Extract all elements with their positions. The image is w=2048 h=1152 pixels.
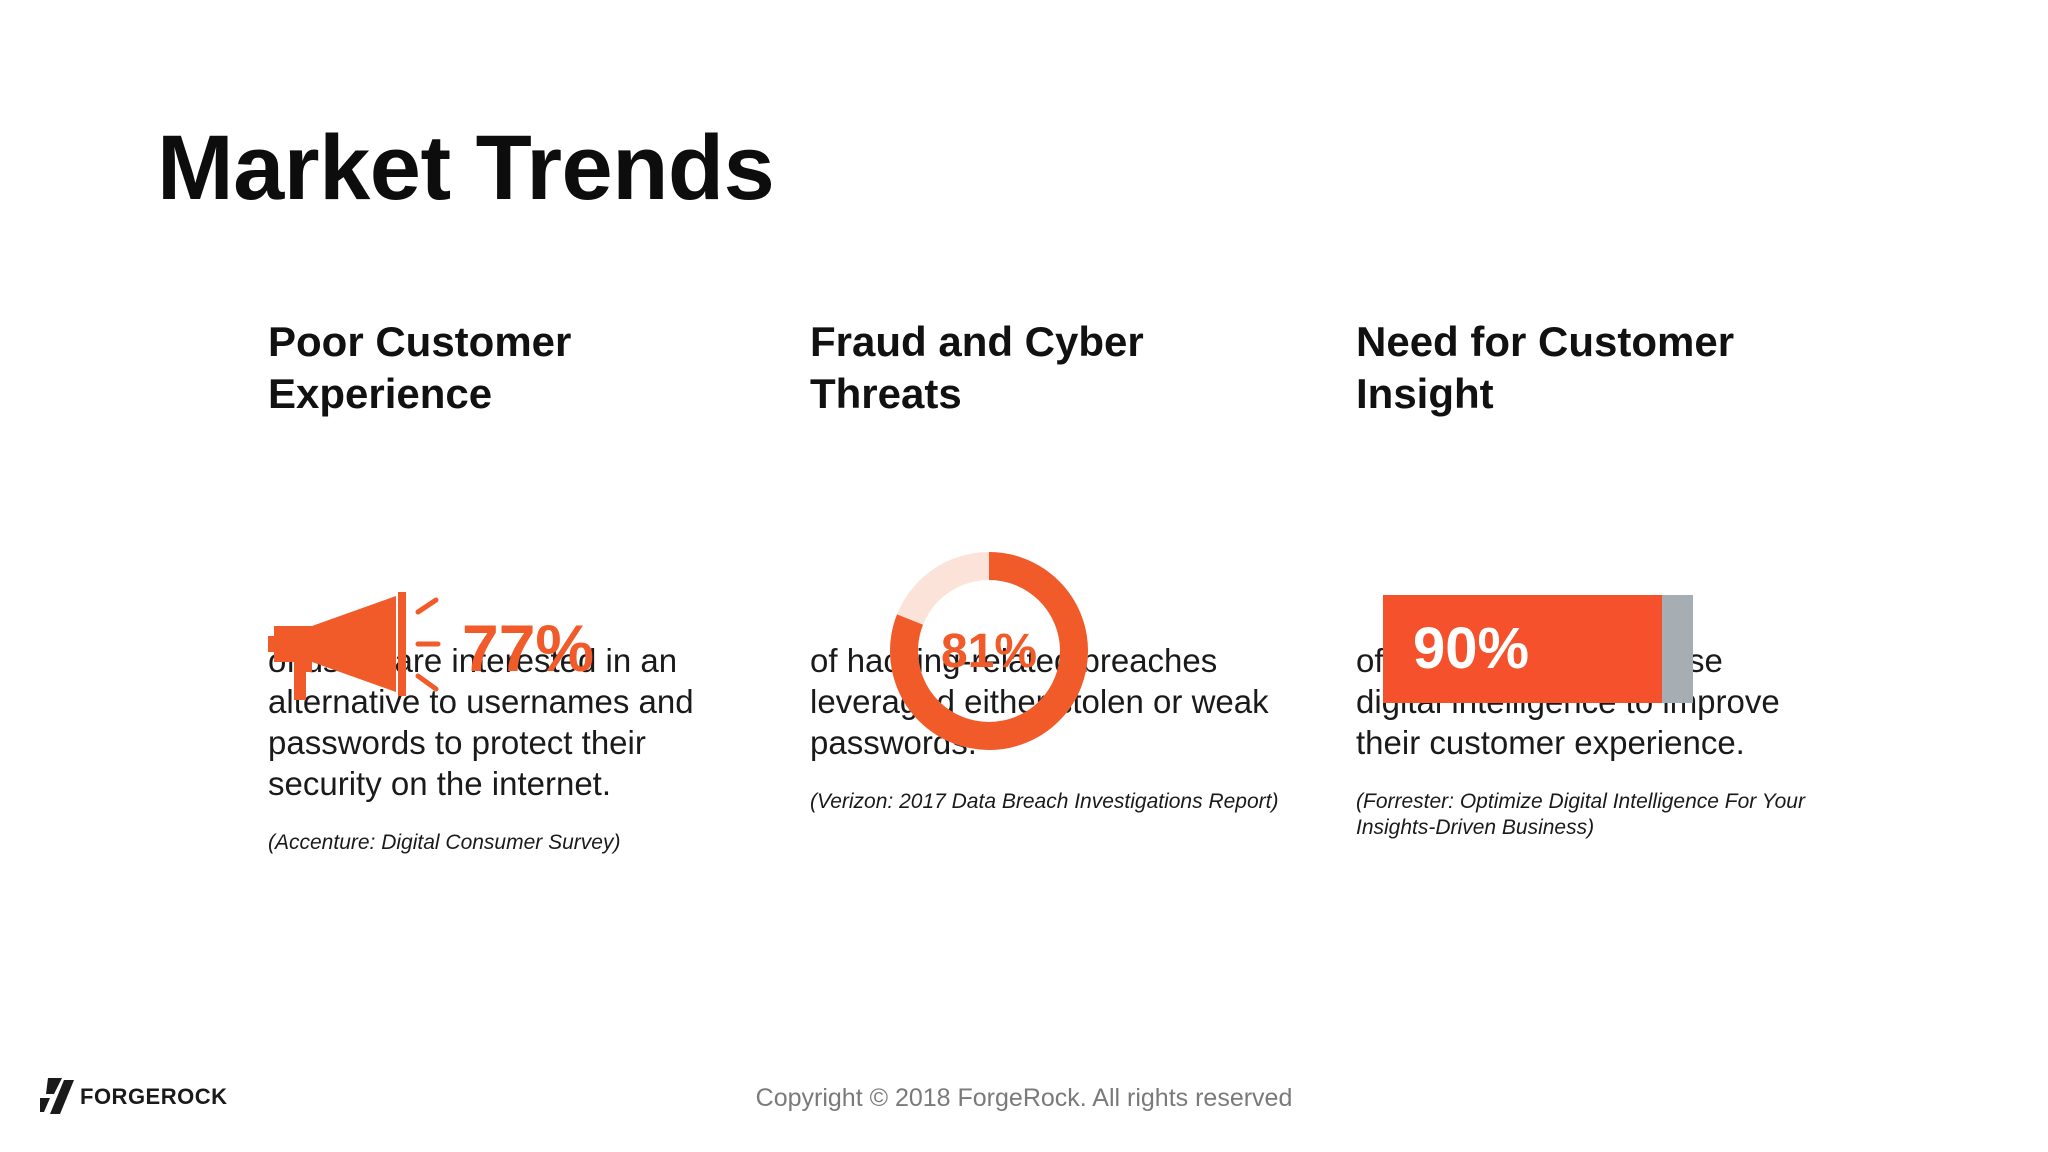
column-heading: Poor Customer Experience [268, 316, 738, 420]
progress-bar-fill [1383, 595, 1662, 703]
donut-ring-icon [890, 552, 1088, 750]
stat-graphic: 90% [1356, 420, 1816, 703]
forgerock-logo: FORGEROCK [40, 1078, 228, 1116]
column-fraud-and-cyber-threats: Fraud and Cyber Threats 81% of hacking-r… [810, 316, 1290, 815]
column-poor-customer-experience: Poor Customer Experience 77% of users ar… [268, 316, 738, 856]
column-need-for-customer-insight: Need for Customer Insight 90% of compani… [1356, 316, 1816, 841]
stat-description: of users are interested in an alternativ… [268, 642, 694, 802]
logo-text: FORGEROCK [80, 1084, 228, 1109]
stat-value: 81% [940, 625, 1038, 678]
donut-arc [890, 552, 1088, 750]
stat-value: 90% [1413, 616, 1530, 681]
stat-graphic: 81% [810, 420, 1290, 750]
heading-line-1: Poor Customer [268, 318, 572, 365]
megaphone-icon [268, 592, 441, 700]
stat-value: 77% [462, 611, 595, 685]
copyright-text: Copyright © 2018 ForgeRock. All rights r… [755, 1084, 1293, 1112]
column-heading: Need for Customer Insight [1356, 316, 1816, 420]
stat-source: (Accenture: Digital Consumer Survey) [268, 831, 621, 854]
page-title: Market Trends [157, 117, 775, 219]
heading-line-2: Insight [1356, 370, 1494, 417]
heading-line-2: Experience [268, 370, 493, 417]
column-heading: Fraud and Cyber Threats [810, 316, 1290, 420]
stat-graphic: 77% [268, 420, 738, 700]
heading-line-1: Fraud and Cyber [810, 318, 1144, 365]
forgerock-logo-icon [40, 1078, 74, 1114]
stat-source: (Verizon: 2017 Data Breach Investigation… [810, 790, 1279, 813]
progress-bar-track: 90% [1383, 595, 1693, 703]
stat-source: (Forrester: Optimize Digital Intelligenc… [1356, 790, 1805, 839]
heading-line-1: Need for Customer [1356, 318, 1735, 365]
heading-line-2: Threats [810, 370, 962, 417]
